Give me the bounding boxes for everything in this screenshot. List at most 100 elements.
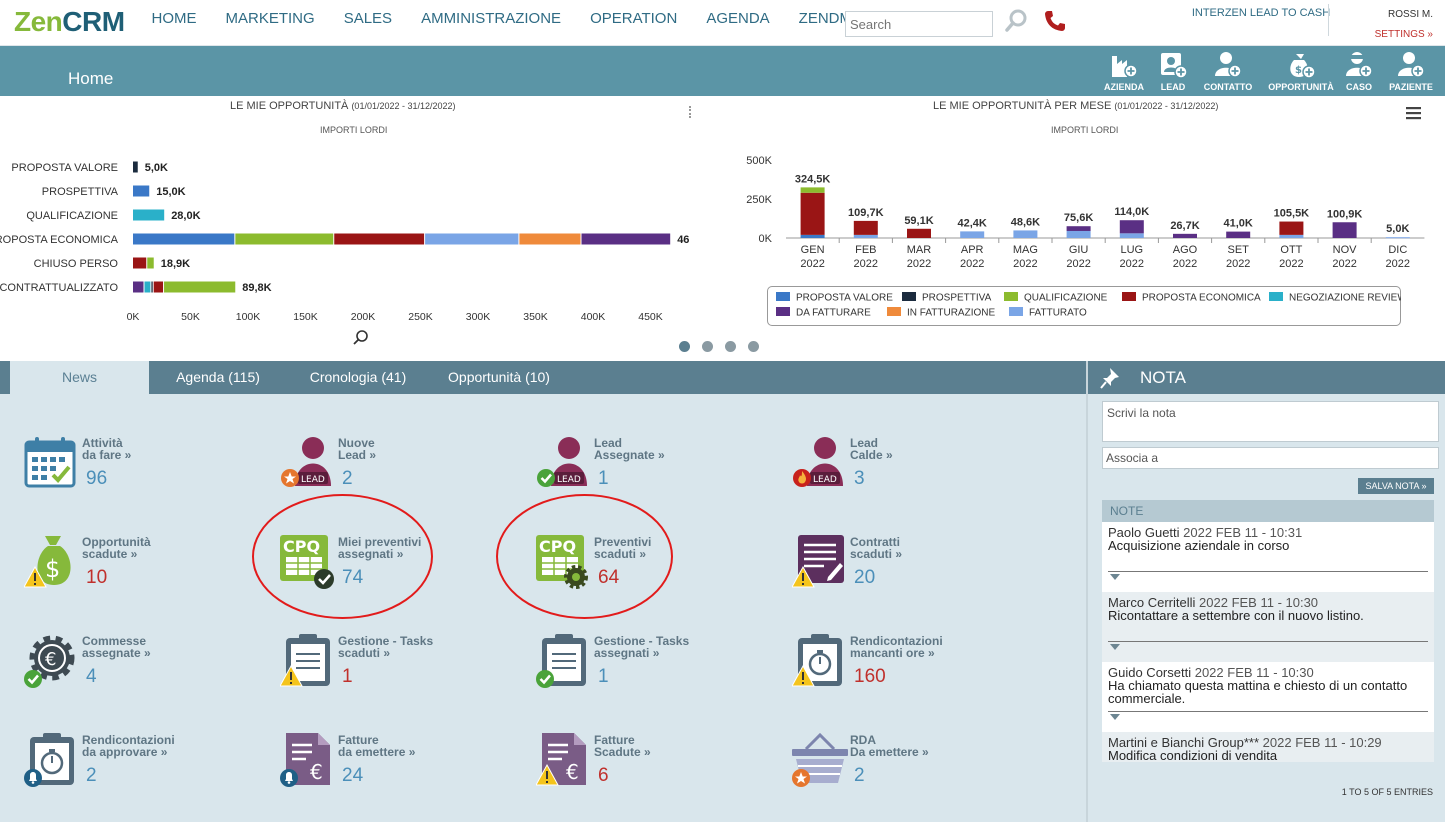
data-label: 324,5K	[795, 173, 831, 185]
right-chart-legend	[767, 286, 1401, 326]
search-icon[interactable]	[1004, 8, 1030, 34]
bar-segment	[853, 220, 878, 235]
tile-value: 20	[854, 567, 876, 588]
note-item[interactable]: Guido Corsetti 2022 FEB 11 - 10:30 Ha ch…	[1102, 662, 1434, 732]
svg-text:$: $	[1295, 65, 1302, 76]
carousel-dot-3[interactable]	[725, 341, 736, 352]
add-contatto-button[interactable]: CONTATTO	[1202, 50, 1254, 92]
tile-tasks-assegnati[interactable]: Gestione - Tasks assegnati » 1	[536, 634, 776, 714]
note-expand-icon[interactable]	[1110, 574, 1120, 580]
search-input[interactable]	[845, 11, 993, 37]
tile-nuove-lead[interactable]: LEAD Nuove Lead » 2	[280, 436, 520, 516]
carousel-dot-4[interactable]	[748, 341, 759, 352]
x-tick-year: 2022	[1226, 258, 1250, 270]
app-logo[interactable]: ZenCRM	[14, 6, 125, 37]
tab-news[interactable]: News	[10, 361, 149, 394]
lead-check-icon: LEAD	[537, 437, 587, 487]
legend-label: FATTURATO	[1029, 308, 1087, 319]
tab-agenda[interactable]: Agenda (115)	[176, 369, 260, 385]
calendar-check-icon	[24, 437, 76, 488]
legend-swatch	[887, 307, 901, 316]
left-chart-zoom-icon[interactable]	[352, 329, 370, 347]
legend-label: DA FATTURARE	[796, 308, 871, 319]
add-caso-label: CASO	[1345, 82, 1372, 92]
chart-menu-icon[interactable]	[1405, 106, 1423, 120]
header-divider	[1328, 4, 1329, 36]
bar-segment	[133, 257, 147, 269]
tile-rda-da-emettere[interactable]: RDA Da emettere » 2	[792, 733, 1032, 813]
nav-sales[interactable]: SALES	[343, 10, 393, 27]
highlight-ellipse	[496, 494, 673, 619]
bar-segment	[164, 281, 236, 293]
nav-operation[interactable]: OPERATION	[590, 10, 678, 27]
add-paziente-button[interactable]: PAZIENTE	[1385, 50, 1437, 92]
legend-items: PROPOSTA VALORE PROSPETTIVA QUALIFICAZIONE…	[776, 292, 1401, 319]
bar-segment	[1226, 231, 1251, 238]
tab-opportunita[interactable]: Opportunità (10)	[448, 369, 550, 385]
bar-segment	[853, 234, 878, 238]
tile-rendicontazioni-mancanti[interactable]: Rendicontazioni mancanti ore » 160	[792, 634, 1032, 714]
x-tick-year: 2022	[1173, 258, 1197, 270]
tile-lead-assegnate[interactable]: LEAD Lead Assegnate » 1	[536, 436, 776, 516]
note-item[interactable]: Marco Cerritelli 2022 FEB 11 - 10:30 Ric…	[1102, 592, 1434, 662]
category-label: QUALIFICAZIONE	[26, 210, 118, 222]
tile-fatture-da-emettere[interactable]: € Fatture da emettere » 24	[280, 733, 520, 813]
bar-segment	[800, 187, 825, 193]
tile-label: Miei preventivi assegnati »	[338, 535, 422, 561]
cpq-text: CPQ	[539, 537, 576, 556]
salva-nota-button[interactable]: SALVA NOTA »	[1358, 478, 1434, 494]
data-label: 18,9K	[161, 258, 190, 270]
tile-tasks-scaduti[interactable]: Gestione - Tasks scaduti » 1	[280, 634, 520, 714]
tile-label: Preventivi scaduti »	[594, 535, 652, 561]
tab-cronologia[interactable]: Cronologia (41)	[309, 369, 407, 385]
settings-link[interactable]: SETTINGS »	[1374, 29, 1433, 40]
note-item[interactable]: Martini e Bianchi Group*** 2022 FEB 11 -…	[1102, 732, 1434, 762]
page-title: Home	[68, 69, 114, 88]
bar-segment	[1279, 221, 1304, 235]
l2c-link[interactable]: INTERZEN LEAD TO CASH	[1191, 7, 1331, 19]
carousel-dot-2[interactable]	[702, 341, 713, 352]
highlight-ellipse	[252, 494, 433, 619]
nav-marketing[interactable]: MARKETING	[225, 10, 315, 27]
add-caso-button[interactable]: CASO	[1333, 50, 1385, 92]
tile-fatture-scadute[interactable]: € Fatture Scadute » 6	[536, 733, 776, 813]
invoice-bell-icon: €	[280, 733, 330, 787]
tile-commesse-assegnate[interactable]: € Commesse assegnate » 4	[24, 634, 264, 714]
note-item[interactable]: Paolo Guetti 2022 FEB 11 - 10:31 Acquisi…	[1102, 522, 1434, 592]
user-name[interactable]: ROSSI M.	[1387, 9, 1433, 20]
add-opportunita-button[interactable]: $ OPPORTUNITÀ	[1268, 50, 1334, 92]
carousel-dot-1[interactable]	[679, 341, 690, 352]
nota-textarea[interactable]: Scrivi la nota	[1102, 401, 1439, 442]
tile-lead-calde[interactable]: LEAD Lead Calde » 3	[792, 436, 1032, 516]
tile-label: Fatture Scadute »	[594, 733, 651, 759]
tile-rendicontazioni-da-approvare[interactable]: Rendicontazioni da approvare » 2	[24, 733, 264, 813]
x-tick-month: GIU	[1069, 244, 1089, 256]
add-lead-button[interactable]: LEAD	[1147, 50, 1199, 92]
tile-contratti-scaduti[interactable]: Contratti scaduti » 20	[792, 535, 1032, 615]
nav-home[interactable]: HOME	[151, 10, 197, 27]
note-expand-icon[interactable]	[1110, 644, 1120, 650]
nav-agenda[interactable]: AGENDA	[706, 10, 770, 27]
tile-label: Rendicontazioni da approvare »	[82, 733, 175, 759]
tile-opportunita-scadute[interactable]: $ Opportunità scadute » 10	[24, 535, 264, 615]
category-label: PROPOSTA ECONOMICA	[0, 234, 119, 246]
phone-icon[interactable]	[1042, 8, 1068, 34]
x-tick-month: AGO	[1173, 244, 1198, 256]
x-tick-month: APR	[961, 244, 984, 256]
cpq-text: CPQ	[283, 537, 320, 556]
note-expand-icon[interactable]	[1110, 714, 1120, 720]
tile-value: 10	[86, 567, 108, 588]
clipboard-check-icon	[536, 634, 586, 688]
tile-attivita-da-fare[interactable]: Attività da fare » 96	[24, 436, 264, 516]
tile-preventivi-scaduti[interactable]: CPQ Preventivi scaduti » 64	[536, 535, 776, 615]
tile-label: Gestione - Tasks scaduti »	[338, 634, 434, 660]
tile-miei-preventivi-assegnati[interactable]: CPQ Miei preventivi assegnati » 74	[280, 535, 520, 615]
add-azienda-button[interactable]: AZIENDA	[1098, 50, 1150, 92]
associa-field[interactable]: Associa a	[1102, 447, 1439, 469]
bar-segment	[1119, 233, 1144, 238]
add-contatto-label: CONTATTO	[1203, 82, 1253, 92]
factory-add-icon	[1112, 56, 1138, 78]
nav-amministrazione[interactable]: AMMINISTRAZIONE	[421, 10, 562, 27]
note-date: 2022 FEB 11 - 10:30	[1199, 595, 1319, 610]
data-label: 41,0K	[1224, 218, 1253, 230]
